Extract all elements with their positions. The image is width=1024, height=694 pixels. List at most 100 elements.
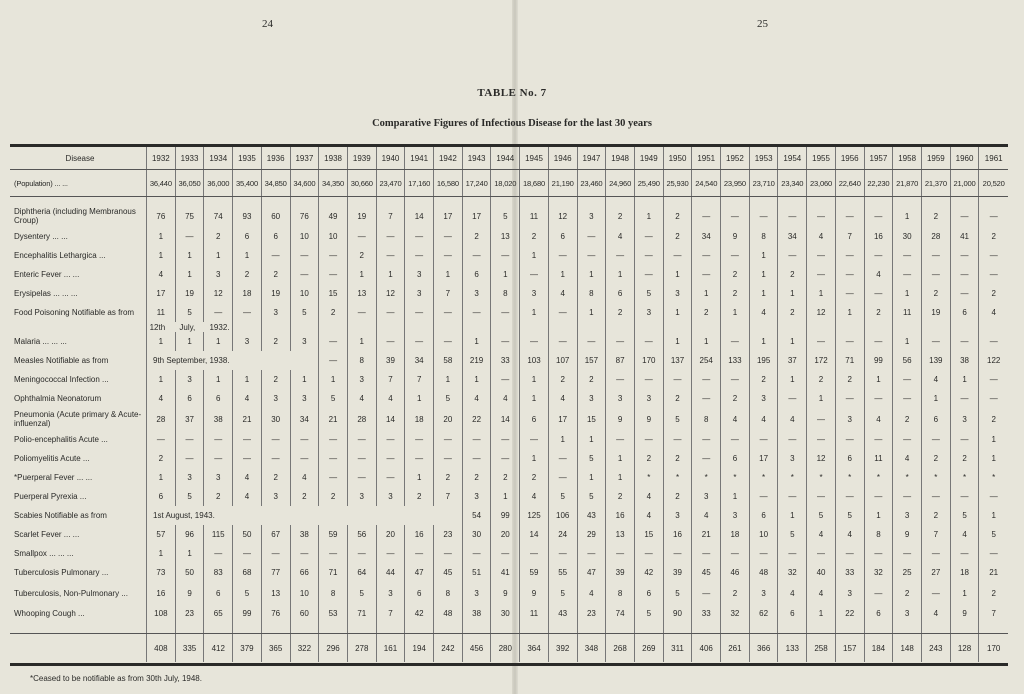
table-row: Encephalitis Lethargica ... 1 1 1 1— — —2— — — — —…: [10, 246, 1008, 265]
data-cell: 1: [174, 265, 204, 284]
data-cell: —: [720, 544, 750, 563]
data-cell: 8: [318, 582, 348, 604]
table-row: Tuberculosis, Non-Pulmonary ... 16 9 6 5 13 10…: [10, 582, 1008, 604]
data-cell: 2: [920, 506, 951, 525]
data-cell: 1: [203, 370, 233, 389]
data-cell: —: [289, 265, 319, 284]
data-cell: —: [519, 265, 549, 284]
data-cell: —: [949, 205, 979, 227]
notifiable-note: 9th September, 1938.: [145, 351, 319, 370]
data-cell: 1: [146, 468, 176, 487]
data-cell: —: [806, 265, 836, 284]
data-cell: 1: [777, 284, 807, 303]
data-cell: 2: [777, 303, 807, 322]
data-cell: —: [978, 205, 1008, 227]
population-cell: 34,850: [260, 169, 291, 197]
data-cell: 22: [834, 604, 865, 623]
data-cell: 21: [978, 563, 1008, 582]
data-cell: —: [806, 408, 836, 430]
total-cell: 348: [576, 633, 606, 662]
data-cell: 4: [691, 506, 721, 525]
data-cell: 139: [920, 351, 951, 370]
data-cell: *: [920, 468, 951, 487]
data-cell: 1: [863, 370, 893, 389]
data-cell: 1: [174, 544, 204, 563]
total-cell: 269: [633, 633, 664, 662]
data-cell: 8: [605, 582, 635, 604]
data-cell: *: [834, 468, 865, 487]
data-cell: —: [547, 544, 578, 563]
data-cell: —: [691, 389, 721, 408]
data-cell: —: [375, 468, 405, 487]
column-header-year: 1961: [978, 147, 1008, 170]
data-cell: 28: [146, 408, 176, 430]
data-cell: —: [633, 332, 664, 351]
row-label: Whooping Cough ...: [14, 609, 85, 618]
page-number-left: 24: [262, 18, 273, 30]
data-cell: 2: [892, 408, 922, 430]
data-cell: 16: [662, 525, 692, 544]
data-cell: —: [404, 332, 434, 351]
data-cell: *: [777, 468, 807, 487]
total-cell: 379: [232, 633, 262, 662]
data-cell: —: [547, 303, 578, 322]
row-label: Measles Notifiable as from: [14, 356, 109, 365]
data-cell: 90: [662, 604, 692, 623]
data-cell: 6: [720, 449, 750, 468]
data-cell: 11: [146, 303, 176, 322]
data-cell: 4: [146, 265, 176, 284]
population-cell: 21,190: [547, 169, 578, 197]
data-cell: 1: [748, 246, 778, 265]
population-cell: 22,640: [834, 169, 865, 197]
data-cell: —: [232, 303, 262, 322]
data-cell: 71: [834, 351, 865, 370]
data-cell: 18: [404, 408, 434, 430]
data-cell: 17: [433, 205, 463, 227]
data-cell: 60: [289, 604, 319, 623]
data-cell: 39: [662, 563, 692, 582]
column-header-year: 1951: [691, 147, 721, 170]
data-cell: —: [633, 370, 664, 389]
data-cell: *: [748, 468, 778, 487]
data-cell: 2: [920, 284, 951, 303]
data-cell: 39: [375, 351, 405, 370]
data-cell: 17: [547, 408, 578, 430]
data-cell: 7: [404, 370, 434, 389]
data-cell: 71: [318, 563, 348, 582]
data-cell: —: [633, 246, 664, 265]
total-cell: 261: [720, 633, 750, 662]
data-cell: 17: [748, 449, 778, 468]
data-cell: 3: [892, 506, 922, 525]
data-cell: 4: [461, 389, 491, 408]
total-cell: 148: [892, 633, 922, 662]
data-cell: 1: [949, 582, 979, 604]
data-cell: 11: [863, 449, 893, 468]
data-cell: 8: [863, 525, 893, 544]
row-label: (Population) ... ...: [10, 169, 147, 197]
data-cell: 4: [777, 408, 807, 430]
data-cell: 2: [920, 205, 951, 227]
data-cell: 3: [375, 582, 405, 604]
data-cell: 2: [978, 408, 1008, 430]
data-cell: 38: [949, 351, 979, 370]
data-cell: 9: [633, 408, 664, 430]
data-cell: 4: [146, 389, 176, 408]
data-cell: —: [720, 430, 750, 449]
data-cell: —: [605, 370, 635, 389]
data-cell: 2: [720, 389, 750, 408]
population-cell: 23,340: [777, 169, 807, 197]
total-cell: 456: [461, 633, 491, 662]
total-cell: 366: [748, 633, 778, 662]
data-cell: —: [920, 487, 951, 506]
total-cell: 243: [920, 633, 951, 662]
data-cell: 34: [404, 351, 434, 370]
row-label: Encephalitis Lethargica ...: [14, 251, 106, 260]
data-cell: 2: [662, 205, 692, 227]
data-cell: *: [892, 468, 922, 487]
data-cell: 2: [519, 468, 549, 487]
data-cell: 21: [691, 525, 721, 544]
data-cell: —: [174, 227, 204, 246]
data-cell: 9: [720, 227, 750, 246]
data-cell: 1: [519, 370, 549, 389]
data-cell: 6: [949, 303, 979, 322]
